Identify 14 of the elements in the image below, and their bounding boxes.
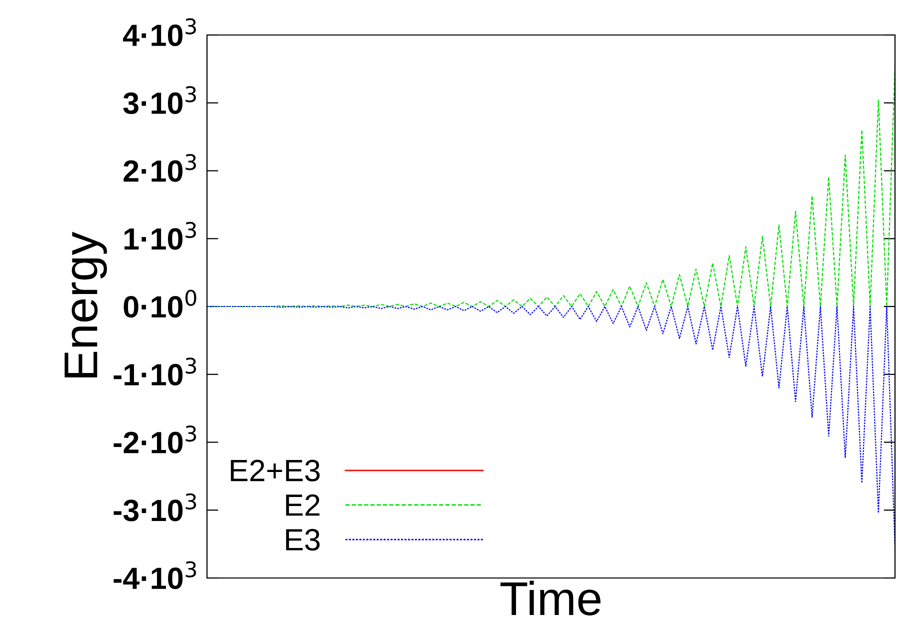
y-tick-label: 2·10$^{3}$	[124, 154, 196, 182]
y-tick-label: -4·10$^{3}$	[114, 561, 196, 590]
y-tick-label: 3·10$^{3}$	[123, 86, 196, 114]
y-tick-label: 1·10$^{3}$	[124, 222, 196, 250]
y-tick-label: -1·10$^{3}$	[114, 358, 196, 386]
x-axis-title: Time	[500, 580, 600, 616]
legend-label: E2	[286, 494, 320, 516]
y-tick-label: 0·10$^{0}$	[124, 290, 196, 318]
legend-label: E2+E3	[230, 460, 320, 482]
y-tick-label: 4·10$^{3}$	[123, 18, 196, 46]
y-tick-label: -3·10$^{3}$	[114, 493, 196, 522]
y-tick-label: -2·10$^{3}$	[114, 426, 196, 454]
y-axis-title: Energy	[64, 232, 107, 378]
legend-label: E3	[286, 528, 320, 551]
